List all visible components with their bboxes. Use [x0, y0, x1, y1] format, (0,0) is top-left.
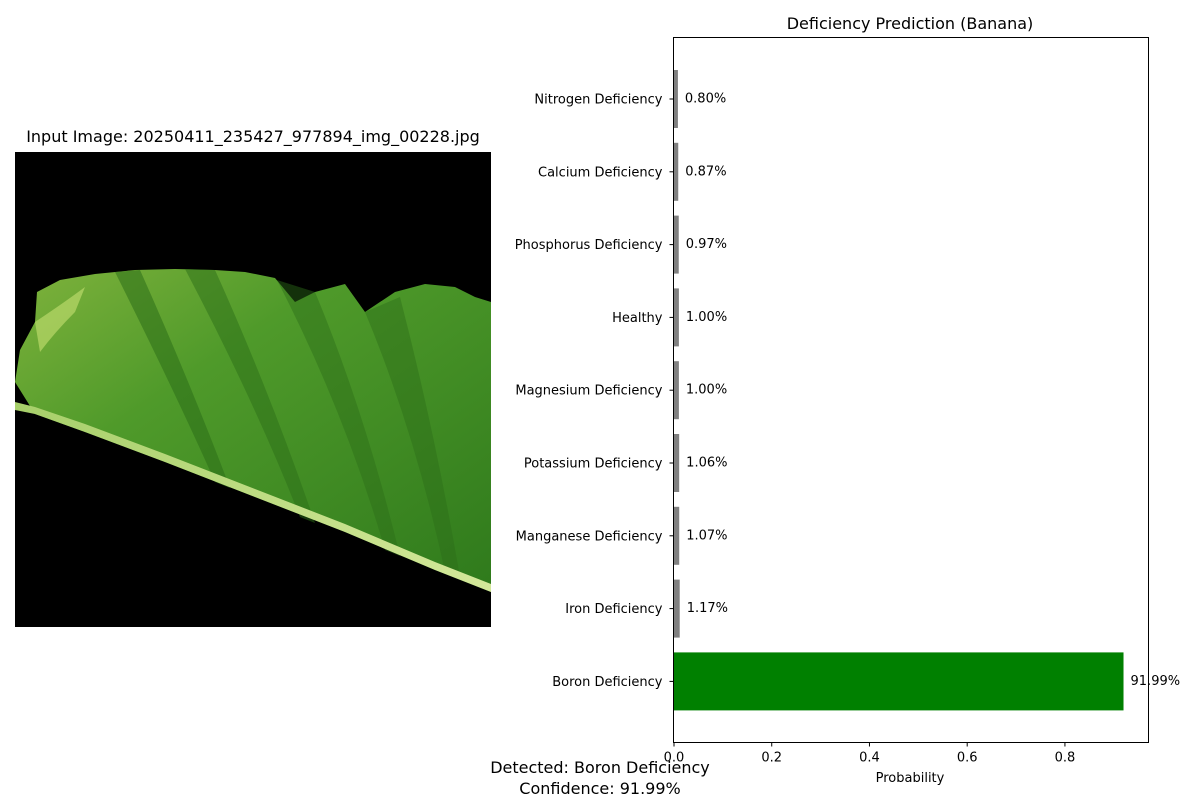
bar-boron-deficiency: [674, 652, 1124, 711]
y-tick-label: Magnesium Deficiency: [515, 384, 662, 399]
x-axis-label: Probability: [876, 771, 945, 786]
value-label: 0.97%: [686, 237, 727, 252]
bar-iron-deficiency: [674, 579, 680, 638]
bar-nitrogen-deficiency: [674, 70, 678, 128]
x-tick-label: 0.4: [859, 751, 880, 766]
x-tick-label: 0.0: [664, 751, 685, 766]
detected-text: Detected: Boron Deficiency: [490, 758, 710, 777]
y-tick-label: Healthy: [612, 311, 663, 326]
x-tick-label: 0.2: [761, 751, 782, 766]
image-title: Input Image: 20250411_235427_977894_img_…: [26, 127, 480, 146]
y-tick-label: Potassium Deficiency: [524, 457, 663, 472]
value-label: 1.06%: [686, 456, 727, 471]
value-label: 1.17%: [687, 601, 728, 616]
bar-calcium-deficiency: [674, 142, 679, 201]
result-summary: Detected: Boron Deficiency Confidence: 9…: [400, 757, 800, 799]
leaf-illustration: [15, 152, 491, 627]
y-tick-label: Iron Deficiency: [565, 602, 663, 617]
bar-potassium-deficiency: [674, 434, 680, 492]
leaf-image: [15, 152, 491, 627]
plot-frame: [673, 37, 1149, 743]
y-tick-label: Phosphorus Deficiency: [515, 238, 663, 253]
chart-title: Deficiency Prediction (Banana): [787, 14, 1034, 33]
value-label: 1.00%: [686, 310, 727, 325]
bar-manganese-deficiency: [674, 506, 680, 565]
bar-healthy: [674, 288, 679, 347]
value-label: 1.07%: [686, 528, 727, 543]
value-label: 0.80%: [685, 92, 726, 107]
value-label: 1.00%: [686, 383, 727, 398]
bar-magnesium-deficiency: [674, 361, 679, 420]
value-label: 91.99%: [1131, 674, 1181, 689]
value-label: 0.87%: [685, 164, 726, 179]
y-tick-label: Boron Deficiency: [552, 675, 663, 690]
x-tick-label: 0.8: [1055, 751, 1076, 766]
bar-phosphorus-deficiency: [674, 215, 679, 274]
y-tick-label: Calcium Deficiency: [538, 165, 663, 180]
x-tick-label: 0.6: [957, 751, 978, 766]
confidence-text: Confidence: 91.99%: [519, 779, 681, 798]
y-tick-label: Manganese Deficiency: [516, 529, 663, 544]
y-tick-label: Nitrogen Deficiency: [534, 93, 662, 108]
